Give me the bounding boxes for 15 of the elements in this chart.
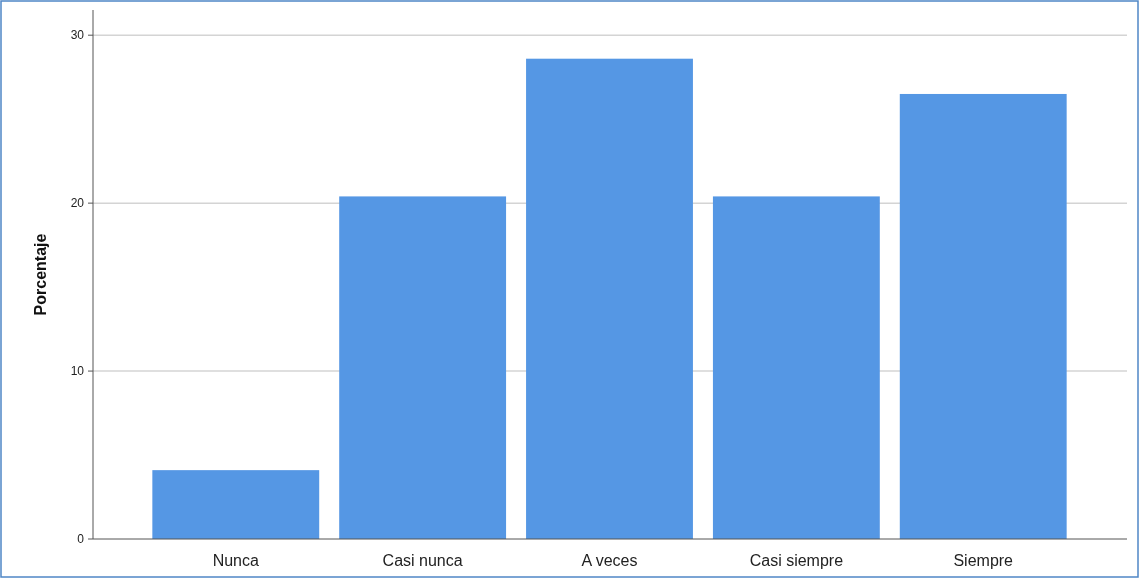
x-tick-label: Siempre bbox=[953, 551, 1014, 569]
x-tick-label: Casi siempre bbox=[749, 551, 844, 569]
x-tick-label: Nunca bbox=[212, 551, 259, 569]
y-tick-label: 10 bbox=[70, 364, 85, 379]
x-tick-label: Casi nunca bbox=[382, 551, 463, 569]
bar bbox=[339, 196, 507, 539]
x-tick-label: A veces bbox=[581, 551, 638, 569]
bar bbox=[526, 58, 693, 539]
y-tick-label: 0 bbox=[77, 532, 85, 547]
y-tick-label: 30 bbox=[70, 28, 85, 43]
y-tick-label: 20 bbox=[70, 196, 85, 211]
bar bbox=[152, 470, 320, 539]
y-axis-title: Porcentaje bbox=[32, 233, 49, 316]
bar bbox=[712, 196, 880, 539]
bar bbox=[899, 93, 1067, 539]
